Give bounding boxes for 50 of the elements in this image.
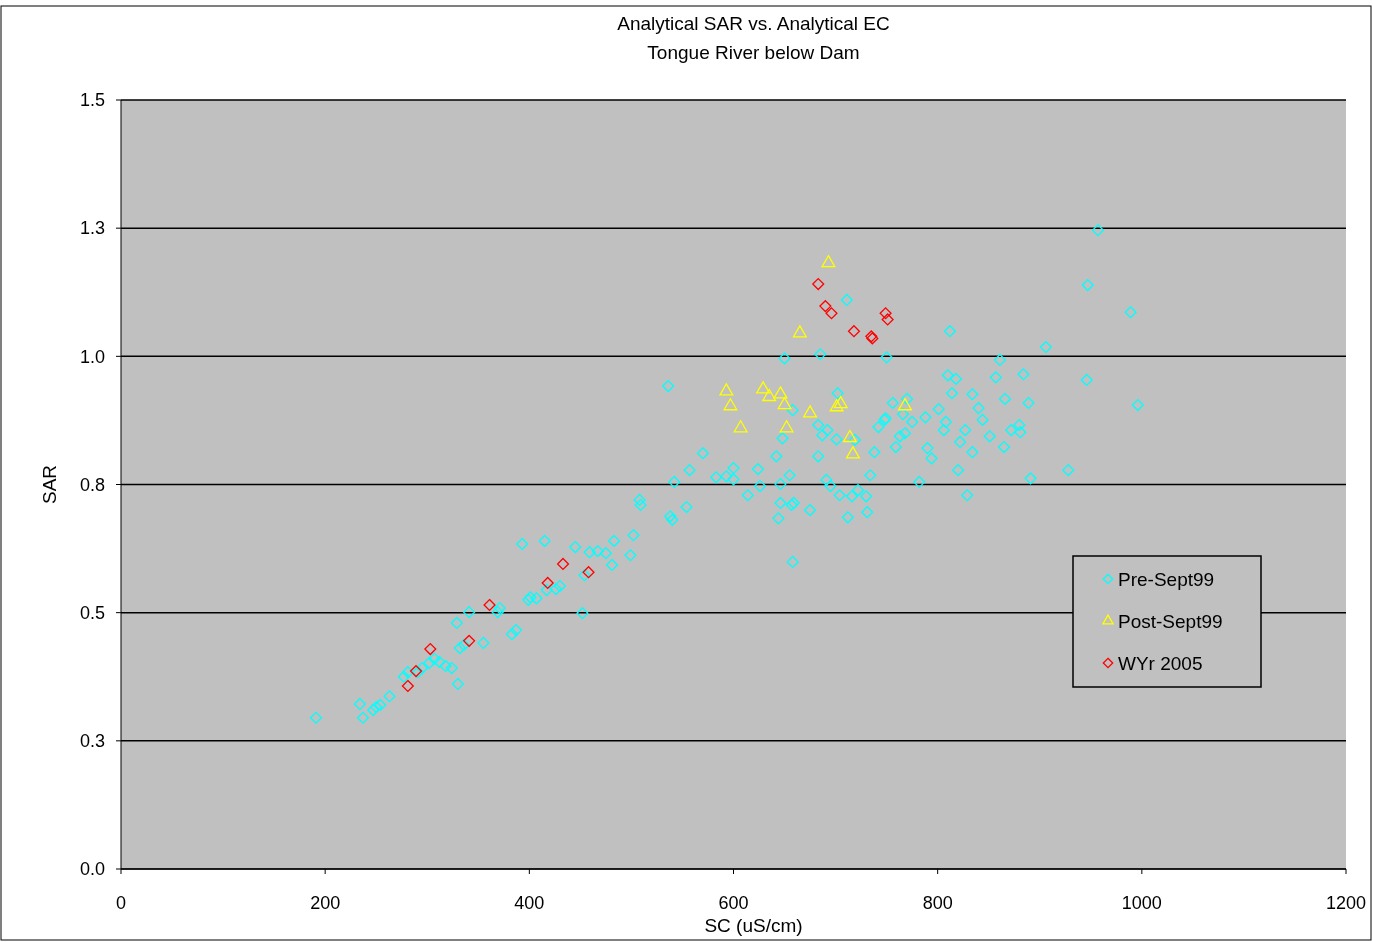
point <box>773 386 788 399</box>
point <box>424 642 437 656</box>
point <box>463 634 476 647</box>
x-tick-label: 200 <box>310 893 341 913</box>
point <box>803 405 818 418</box>
point <box>879 307 892 320</box>
point <box>821 255 836 268</box>
point <box>847 325 861 338</box>
point <box>842 429 857 443</box>
point <box>812 277 825 291</box>
point <box>483 598 496 612</box>
x-tick-label: 0 <box>115 893 127 913</box>
point <box>779 420 794 433</box>
point <box>845 446 860 459</box>
point <box>733 420 748 433</box>
point <box>825 307 838 320</box>
point <box>401 679 414 693</box>
y-tick-label: 0.3 <box>79 731 105 752</box>
point <box>819 300 832 313</box>
y-tick-label: 0.0 <box>79 859 105 880</box>
point <box>582 566 595 579</box>
point <box>556 557 570 571</box>
legend-label: Pre-Sept99 <box>1118 568 1215 590</box>
point <box>762 388 777 402</box>
point <box>756 381 771 394</box>
y-tick-label: 0.5 <box>79 602 105 623</box>
y-tick-label: 1.0 <box>79 346 105 367</box>
point <box>719 383 734 396</box>
x-tick-label: 1200 <box>1325 893 1367 913</box>
chart-subtitle: Tongue River below Dam <box>647 42 860 63</box>
x-tick-label: 800 <box>922 893 953 913</box>
x-tick-label: 400 <box>514 893 545 913</box>
x-tick-label: 1000 <box>1121 893 1162 913</box>
legend-label: WYr 2005 <box>1118 652 1203 674</box>
point <box>541 576 554 589</box>
point <box>723 398 738 411</box>
y-axis-title: SAR <box>39 464 60 505</box>
y-tick-label: 0.8 <box>79 474 105 495</box>
chart-title: Analytical SAR vs. Analytical EC <box>617 13 890 34</box>
point <box>897 398 913 411</box>
point <box>833 396 848 409</box>
legend-label: Post-Sept99 <box>1118 610 1223 632</box>
x-axis-title: SC (uS/cm) <box>704 915 803 936</box>
point <box>829 399 844 412</box>
y-tick-label: 1.5 <box>79 90 105 111</box>
point <box>881 313 894 326</box>
point <box>777 397 792 410</box>
point <box>792 325 807 338</box>
x-tick-label: 600 <box>718 893 749 913</box>
y-tick-label: 1.3 <box>79 218 105 239</box>
